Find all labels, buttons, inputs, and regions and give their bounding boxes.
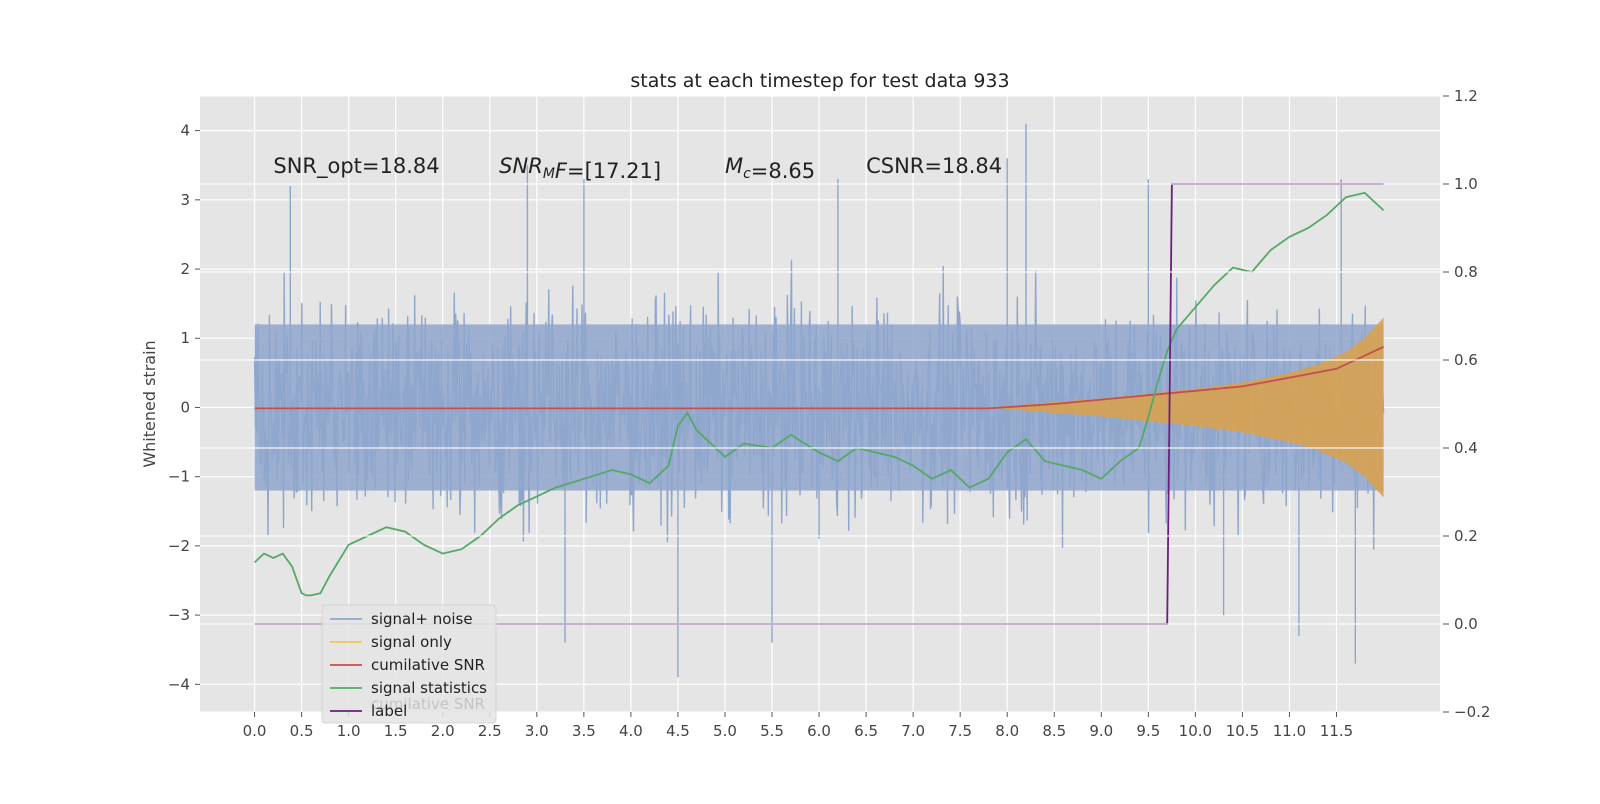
signal-only-envelope <box>988 317 1384 498</box>
legend-label: signal statistics <box>371 679 487 697</box>
x-tick-label: 0.0 <box>243 722 267 740</box>
y-axis-label: Whitened strain <box>140 340 159 467</box>
x-tick-label: 7.0 <box>901 722 925 740</box>
legend-ghost-text: cumilative SNR <box>371 695 485 713</box>
x-tick-label: 5.0 <box>713 722 737 740</box>
y-right-tick-label: 1.2 <box>1454 87 1478 105</box>
y-right-tick-label: 0.0 <box>1454 615 1478 633</box>
y-left-tick-label: 4 <box>180 122 190 140</box>
y-left-tick-label: −4 <box>168 675 190 693</box>
signal-only-series <box>988 317 1384 498</box>
x-tick-label: 9.5 <box>1136 722 1160 740</box>
x-tick-label: 3.0 <box>525 722 549 740</box>
x-tick-label: 8.5 <box>1042 722 1066 740</box>
series-line-cumilative-snr <box>254 345 1384 410</box>
x-tick-label: 4.0 <box>619 722 643 740</box>
annotation: SNRMF=[17.21] <box>499 154 661 183</box>
x-tick-label: 6.5 <box>854 722 878 740</box>
y-right-tick-label: 1.0 <box>1454 175 1478 193</box>
x-tick-label: 6.0 <box>807 722 831 740</box>
x-tick-label: 7.5 <box>948 722 972 740</box>
y-right-tick-label: 0.4 <box>1454 439 1478 457</box>
y-left-tick-label: −1 <box>168 468 190 486</box>
legend-label: label <box>371 702 407 720</box>
y-left-tick-label: −3 <box>168 606 190 624</box>
chart-title: stats at each timestep for test data 933 <box>630 70 1009 92</box>
x-tick-label: 11.5 <box>1320 722 1353 740</box>
legend-label: signal+ noise <box>371 610 473 628</box>
y-right-tick-label: −0.2 <box>1454 703 1490 721</box>
y-right-tick-label: 0.6 <box>1454 351 1478 369</box>
annotation: SNR_opt=18.84 <box>273 154 439 179</box>
x-tick-label: 3.5 <box>572 722 596 740</box>
x-tick-label: 2.0 <box>431 722 455 740</box>
series-line-signal-statistics <box>253 191 1385 597</box>
legend-box <box>321 604 497 724</box>
annotation: Mc=8.65 <box>725 154 815 183</box>
x-tick-label: 4.5 <box>666 722 690 740</box>
annotation: CSNR=18.84 <box>866 154 1002 178</box>
legend-label: cumilative SNR <box>371 656 485 674</box>
signal-noise-series <box>253 123 1385 678</box>
y-left-tick-label: 0 <box>180 398 190 416</box>
axes: 0.0 0.5 1.0 1.5 2.0 2.5 3.0 3.5 4.0 4.5 5.0 5.5 6.0 6… <box>168 87 1491 740</box>
x-tick-label: 8.0 <box>995 722 1019 740</box>
legend-label: signal only <box>371 633 452 651</box>
annotations: SNR_opt=18.84 SNRMF=[17.21] Mc=8.65 CSNR=18… <box>273 154 1002 183</box>
x-tick-label: 1.5 <box>384 722 408 740</box>
x-tick-label: 10.5 <box>1226 722 1259 740</box>
x-tick-label: 1.0 <box>337 722 361 740</box>
x-tick-label: 0.5 <box>290 722 314 740</box>
x-tick-label: 5.5 <box>760 722 784 740</box>
x-tick-label: 10.0 <box>1179 722 1212 740</box>
y-left-tick-label: 1 <box>180 329 190 347</box>
y-left-tick-label: 3 <box>180 191 190 209</box>
y-right-tick-label: 0.2 <box>1454 527 1478 545</box>
y-left-tick-label: −2 <box>168 537 190 555</box>
x-tick-label: 11.0 <box>1273 722 1306 740</box>
legend: cumilative SNR signal+ noise signal only cu… <box>321 604 497 724</box>
y-right-tick-label: 0.8 <box>1454 263 1478 281</box>
x-tick-label: 2.5 <box>478 722 502 740</box>
x-tick-label: 9.0 <box>1089 722 1113 740</box>
y-left-tick-label: 2 <box>180 260 190 278</box>
